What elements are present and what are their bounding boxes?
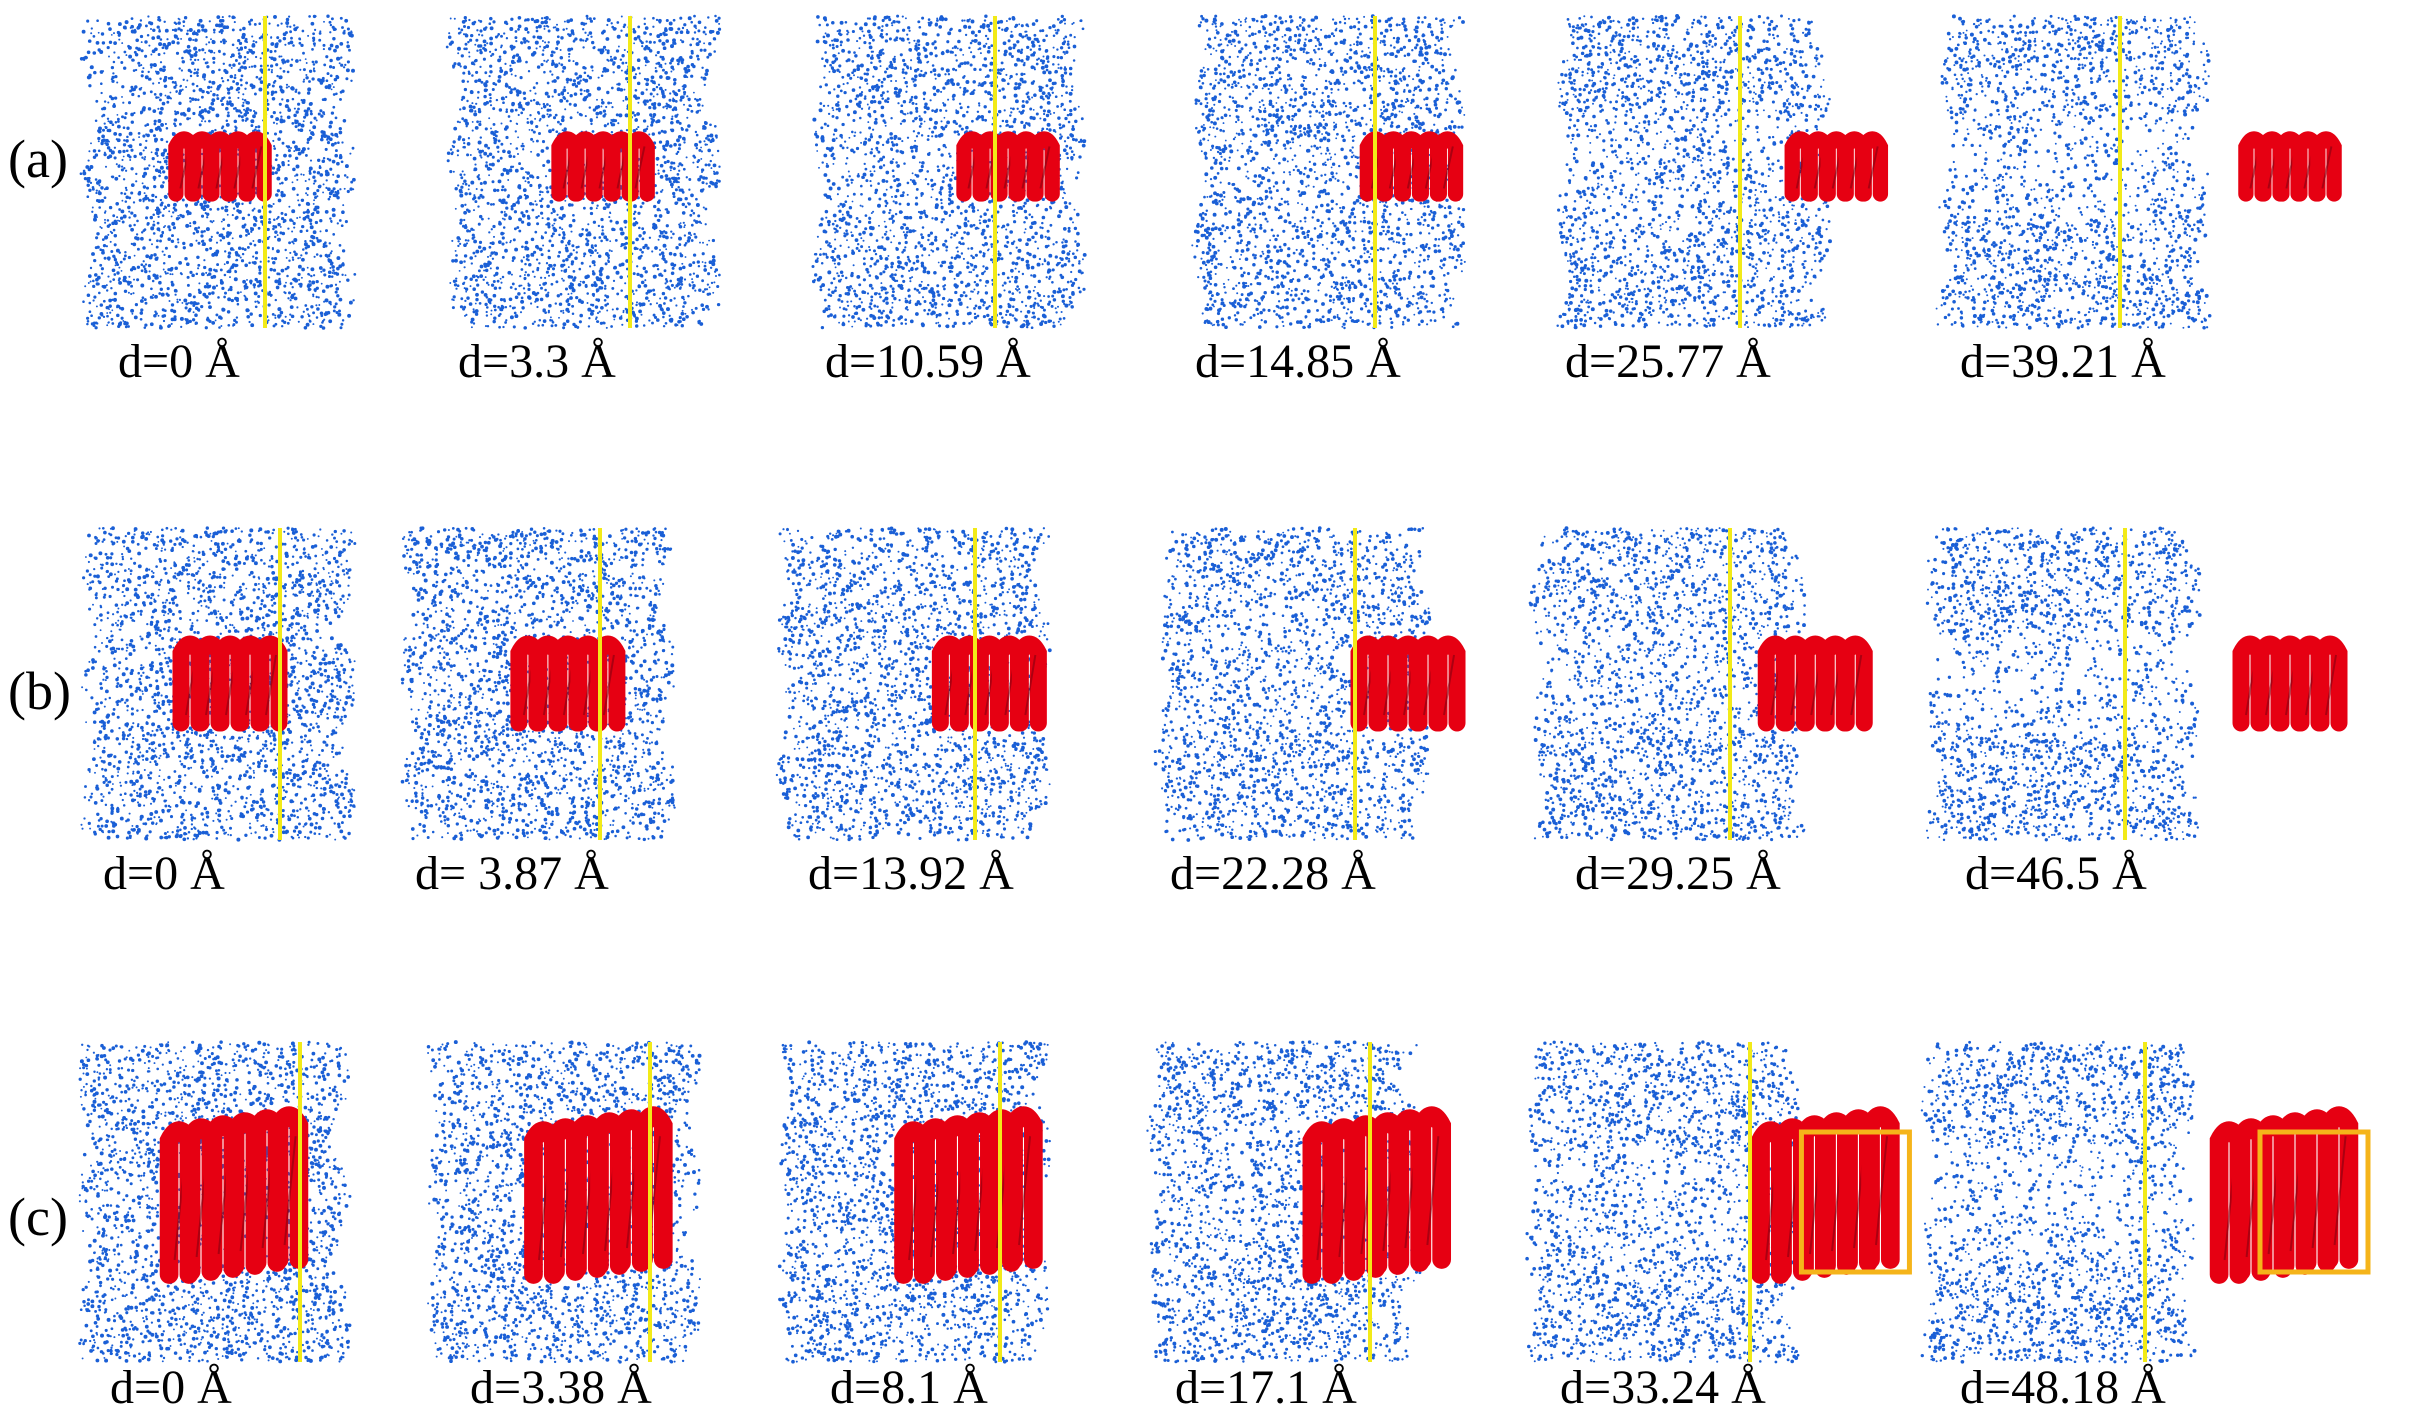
displacement-label: d=8.1 Å <box>830 1364 988 1412</box>
row-label: (c) <box>8 1190 68 1244</box>
solvent-particles <box>811 14 1087 330</box>
displacement-label: d=0 Å <box>118 338 240 386</box>
md-snapshot-panel <box>79 14 357 330</box>
displacement-label: d=14.85 Å <box>1195 338 1401 386</box>
md-snapshot-panel <box>426 1040 702 1364</box>
displacement-label: d=33.24 Å <box>1560 1364 1766 1412</box>
helix-molecule <box>1757 635 1873 732</box>
helix-molecule <box>1350 635 1466 732</box>
displacement-label: d=22.28 Å <box>1170 850 1376 898</box>
helix-molecule <box>1784 131 1889 202</box>
solvent-particles <box>400 526 676 842</box>
helix-molecule <box>894 1106 1043 1284</box>
helix-molecule <box>2209 1106 2359 1284</box>
helix-molecule <box>510 635 626 732</box>
md-snapshot-panel <box>1925 526 2348 842</box>
displacement-label: d=17.1 Å <box>1175 1364 1357 1412</box>
md-snapshot-panel <box>811 14 1087 330</box>
highlight-box <box>2257 1129 2371 1275</box>
solvent-particles <box>1920 1040 2197 1364</box>
md-snapshot-panel <box>1528 526 1873 842</box>
helix-molecule <box>956 131 1060 202</box>
md-snapshot-panel <box>78 1040 352 1364</box>
helix-molecule <box>1751 1106 1900 1284</box>
md-snapshot-panel <box>80 526 357 842</box>
helix-molecule <box>2232 635 2348 732</box>
md-snapshot-panel <box>445 14 722 330</box>
displacement-label: d=29.25 Å <box>1575 850 1781 898</box>
displacement-label: d=13.92 Å <box>808 850 1014 898</box>
helix-molecule <box>931 635 1047 732</box>
helix-molecule <box>551 131 655 202</box>
md-snapshot-panel <box>777 1040 1051 1364</box>
md-snapshot-panel <box>1525 1040 1912 1364</box>
helix-molecule <box>524 1106 673 1284</box>
displacement-label: d=48.18 Å <box>1960 1364 2166 1412</box>
md-snapshot-panel <box>1146 1040 1452 1364</box>
displacement-label: d=46.5 Å <box>1965 850 2147 898</box>
helix-molecule <box>1359 131 1464 202</box>
highlight-box <box>1798 1129 1912 1275</box>
solvent-particles <box>1525 1040 1800 1364</box>
md-snapshot-panel <box>1920 1040 2371 1364</box>
helix-molecule <box>1302 1106 1452 1284</box>
solvent-particles <box>1935 14 2212 330</box>
displacement-label: d=10.59 Å <box>825 338 1031 386</box>
helix-molecule <box>2238 131 2342 202</box>
md-snapshot-panel <box>1556 14 1889 330</box>
md-snapshot-panel <box>1935 14 2342 330</box>
displacement-label: d=39.21 Å <box>1960 338 2166 386</box>
md-snapshot-panel <box>775 526 1052 842</box>
displacement-label: d=25.77 Å <box>1565 338 1771 386</box>
md-snapshot-panel <box>1191 14 1466 330</box>
helix-molecule <box>172 635 288 732</box>
displacement-label: d=3.3 Å <box>458 338 616 386</box>
displacement-label: d= 3.87 Å <box>415 850 609 898</box>
displacement-label: d=3.38 Å <box>470 1364 652 1412</box>
row-label: (a) <box>8 132 68 186</box>
row-label: (b) <box>8 664 71 718</box>
displacement-label: d=0 Å <box>110 1364 232 1412</box>
solvent-particles <box>1153 526 1432 842</box>
md-snapshot-panel <box>400 526 676 842</box>
helix-molecule <box>159 1106 309 1284</box>
md-snapshot-panel <box>1153 526 1466 842</box>
solvent-particles <box>1925 526 2202 842</box>
displacement-label: d=0 Å <box>103 850 225 898</box>
